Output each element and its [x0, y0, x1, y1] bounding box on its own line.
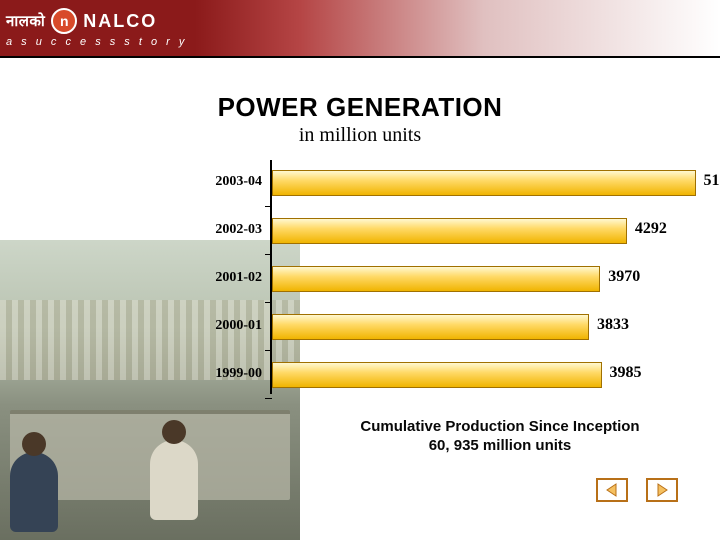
bar — [272, 314, 589, 340]
header-gradient — [195, 0, 720, 56]
header: नालको n NALCO a s u c c e s s s t o r y — [0, 0, 720, 56]
bar-year-label: 2003-04 — [200, 174, 262, 190]
triangle-left-icon — [604, 482, 620, 498]
logo-hindi: नालको — [6, 11, 45, 31]
triangle-right-icon — [654, 482, 670, 498]
bar-row: 2001-023970 — [210, 256, 710, 306]
bar-row: 2002-034292 — [210, 208, 710, 258]
logo-emblem-icon: n — [51, 8, 77, 34]
prev-button[interactable] — [596, 478, 628, 502]
header-divider — [0, 56, 720, 58]
bar-row: 2003-045122 — [210, 160, 710, 210]
page-subtitle: in million units — [0, 124, 720, 147]
bar — [272, 170, 696, 196]
bar-year-label: 2001-02 — [200, 270, 262, 286]
bar-value-label: 4292 — [635, 220, 667, 238]
bar-value-label: 3985 — [610, 364, 642, 382]
logo-block: नालको n NALCO a s u c c e s s s t o r y — [0, 0, 195, 56]
bar-row: 2000-013833 — [210, 304, 710, 354]
next-button[interactable] — [646, 478, 678, 502]
bar-year-label: 1999-00 — [200, 366, 262, 382]
caption-line-2: 60, 935 million units — [429, 437, 572, 454]
bar-value-label: 5122 — [704, 172, 720, 190]
caption: Cumulative Production Since Inception 60… — [310, 418, 690, 456]
page-title: POWER GENERATION — [0, 92, 720, 123]
bar — [272, 266, 600, 292]
bar — [272, 218, 627, 244]
logo-text: NALCO — [83, 11, 157, 32]
bar-year-label: 2000-01 — [200, 318, 262, 334]
bar — [272, 362, 602, 388]
bar-value-label: 3970 — [608, 268, 640, 286]
nav-controls — [596, 478, 678, 502]
bar-year-label: 2002-03 — [200, 222, 262, 238]
chart: 2003-0451222002-0342922001-0239702000-01… — [210, 160, 710, 410]
bar-value-label: 3833 — [597, 316, 629, 334]
caption-line-1: Cumulative Production Since Inception — [360, 418, 639, 435]
tagline: a s u c c e s s s t o r y — [6, 36, 195, 48]
bar-row: 1999-003985 — [210, 352, 710, 402]
